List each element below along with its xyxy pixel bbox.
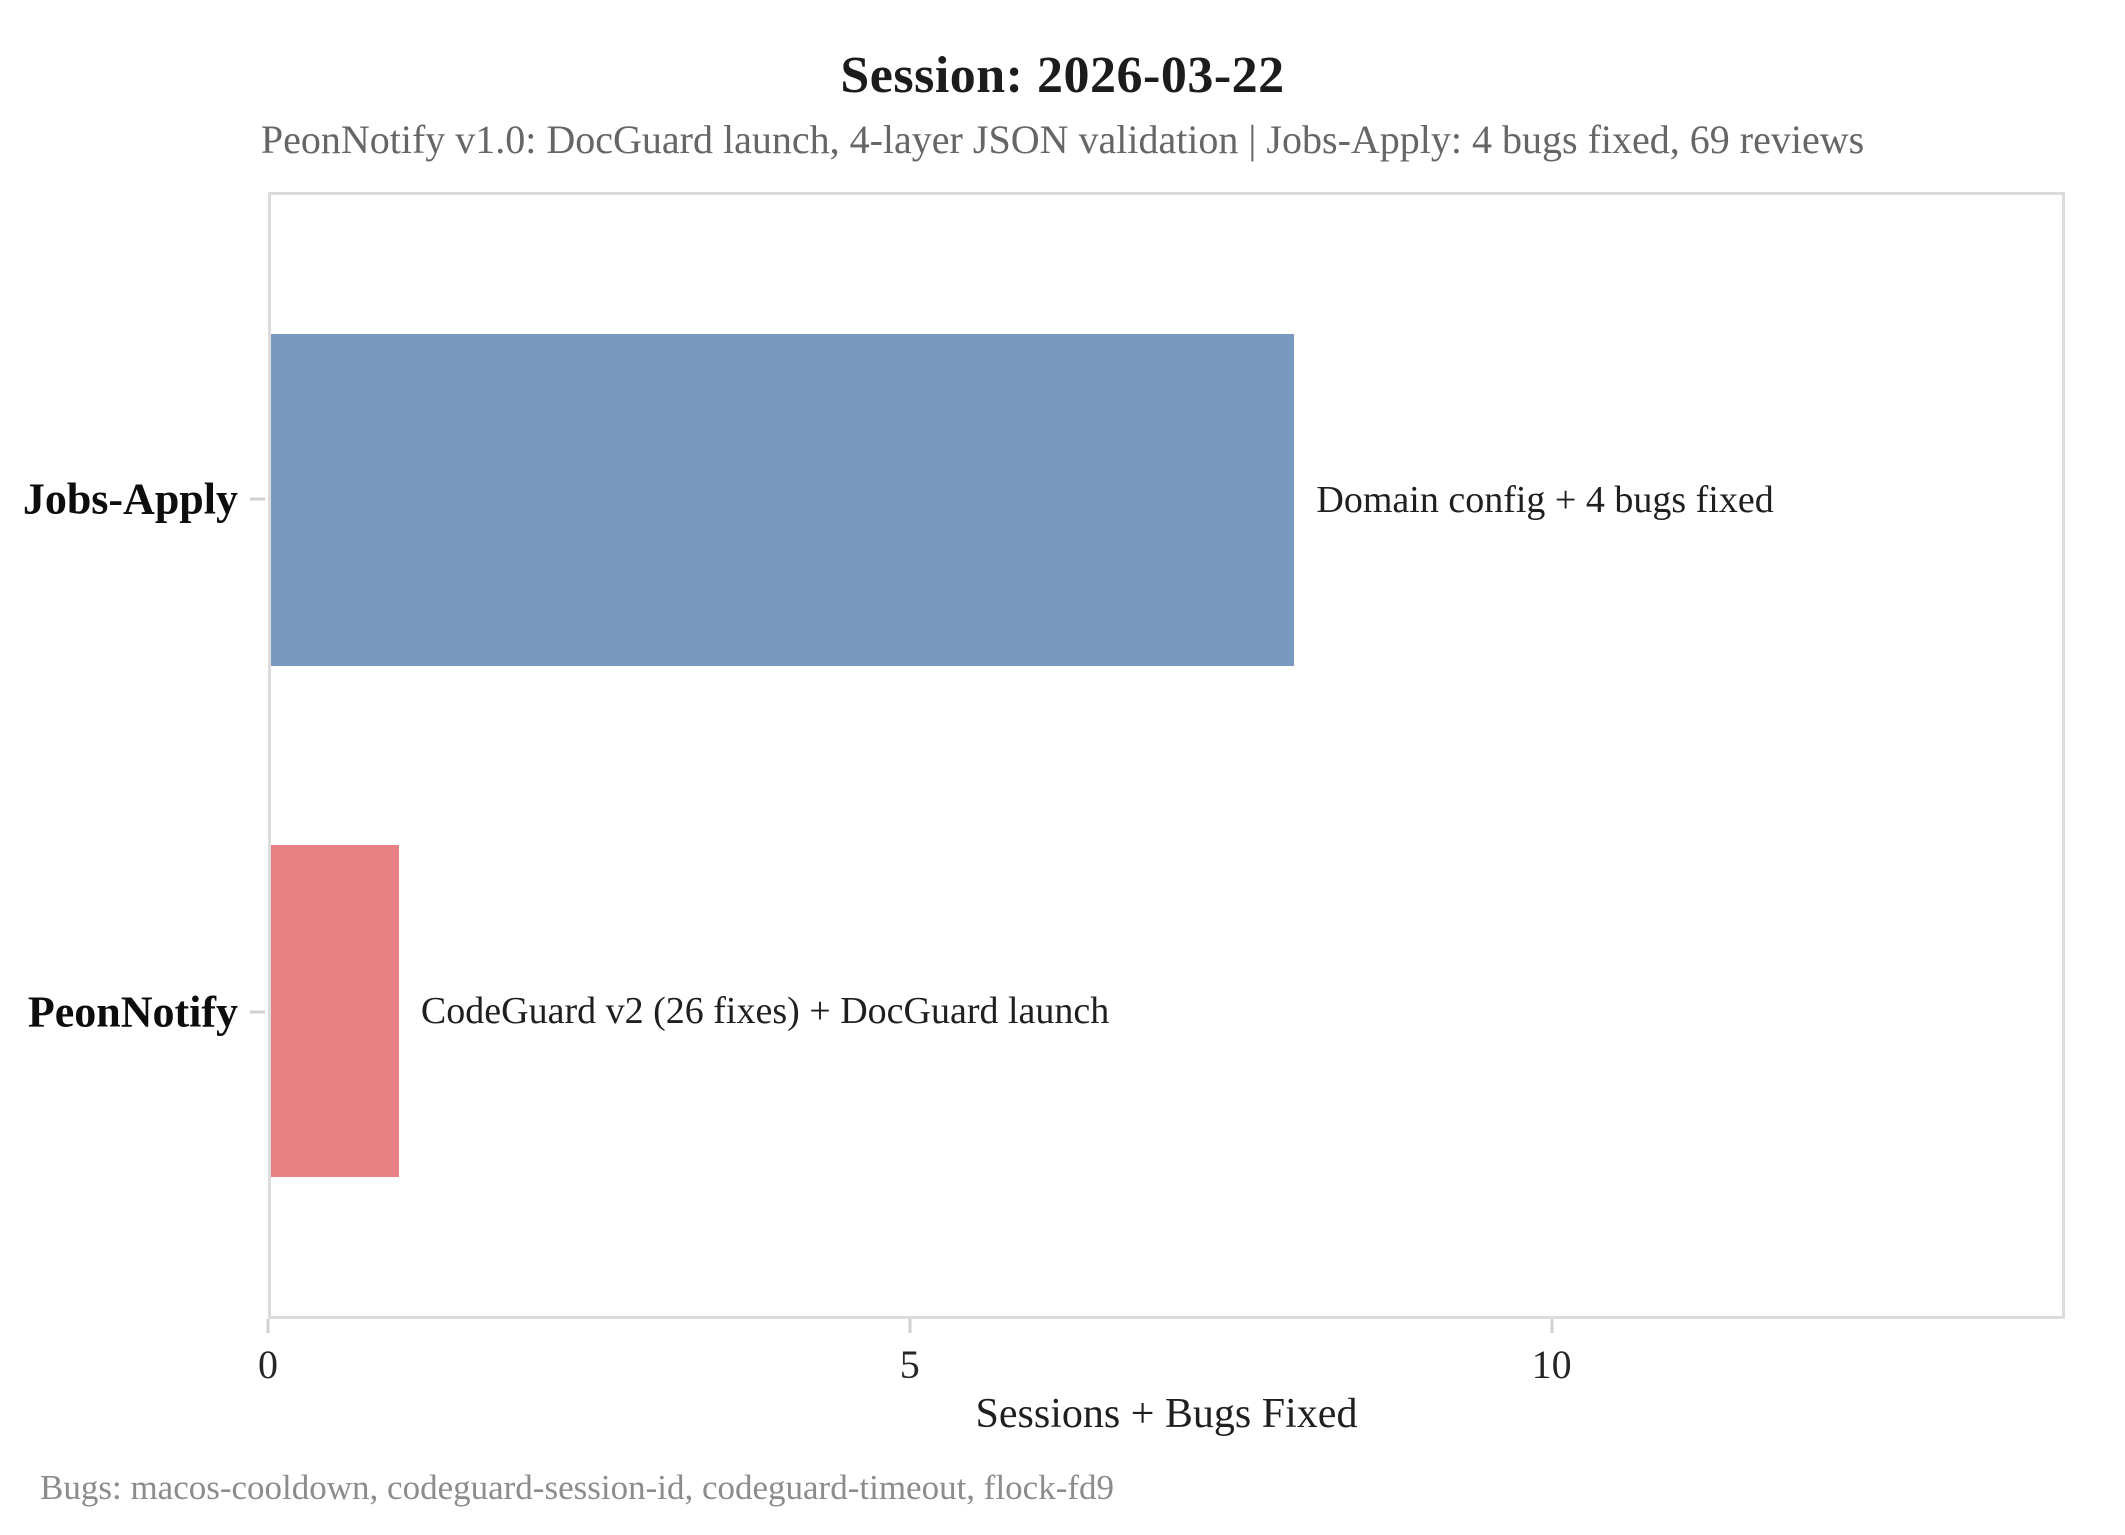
plot-area: Domain config + 4 bugs fixed CodeGuard v2… — [268, 192, 2065, 1319]
y-tick-label-peonnotify: PeonNotify — [27, 987, 238, 1037]
y-tick-label-jobs-apply: Jobs-Apply — [22, 474, 238, 524]
y-axis-labels: Jobs-Apply PeonNotify — [0, 192, 238, 1319]
x-tick-label-0: 0 — [258, 1342, 278, 1387]
y-tick-mark — [250, 497, 265, 501]
x-tick-mark — [1550, 1319, 1554, 1333]
bar-annotation-peonnotify: CodeGuard v2 (26 fixes) + DocGuard launc… — [420, 990, 1110, 1033]
y-axis-ticks — [250, 192, 268, 1319]
bar-peonnotify — [271, 845, 399, 1177]
chart-subtitle: PeonNotify v1.0: DocGuard launch, 4-laye… — [260, 117, 1865, 162]
x-tick-mark — [266, 1319, 270, 1333]
x-axis-title: Sessions + Bugs Fixed — [975, 1391, 1358, 1437]
x-tick-mark — [908, 1319, 912, 1333]
chart-title: Session: 2026-03-22 — [840, 47, 1285, 104]
footnote: Bugs: macos-cooldown, codeguard-session-… — [40, 1468, 1115, 1507]
x-tick-label-5: 5 — [899, 1342, 920, 1387]
bar-jobs-apply — [271, 334, 1295, 666]
x-tick-label-10: 10 — [1531, 1342, 1572, 1387]
y-tick-mark — [250, 1010, 265, 1014]
x-axis: 0 5 10 — [258, 1319, 2065, 1409]
bar-annotation-jobs-apply: Domain config + 4 bugs fixed — [1316, 478, 1774, 521]
